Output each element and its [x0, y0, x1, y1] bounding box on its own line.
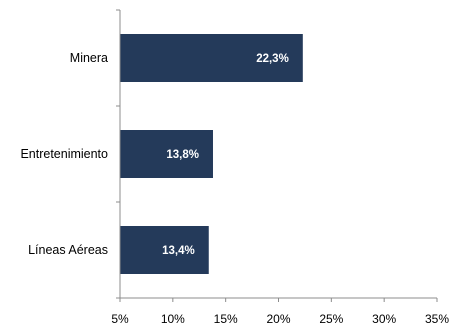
x-tick-labels: 5% 10% 15% 20% 25% 30% 35% — [111, 312, 449, 326]
x-tick-label: 25% — [319, 312, 343, 326]
data-label: 13,8% — [166, 149, 199, 161]
bars-group — [120, 34, 303, 274]
category-label: Entretenimiento — [20, 147, 108, 161]
bar — [120, 130, 213, 178]
x-tick-label: 30% — [372, 312, 396, 326]
category-label: Líneas Aéreas — [28, 243, 108, 257]
x-axis-ticks — [119, 298, 438, 302]
y-axis-ticks — [116, 9, 120, 299]
x-tick-label: 5% — [111, 312, 129, 326]
x-tick-label: 20% — [266, 312, 290, 326]
category-labels: Minera Entretenimiento Líneas Aéreas — [20, 51, 108, 257]
x-tick-label: 15% — [214, 312, 238, 326]
x-tick-label: 10% — [161, 312, 185, 326]
bar — [120, 34, 303, 82]
category-label: Minera — [70, 51, 108, 65]
data-label: 13,4% — [162, 245, 195, 257]
data-label: 22,3% — [256, 53, 289, 65]
data-labels: 22,3% 13,8% 13,4% — [162, 53, 289, 257]
bar — [120, 226, 209, 274]
x-tick-label: 35% — [425, 312, 449, 326]
